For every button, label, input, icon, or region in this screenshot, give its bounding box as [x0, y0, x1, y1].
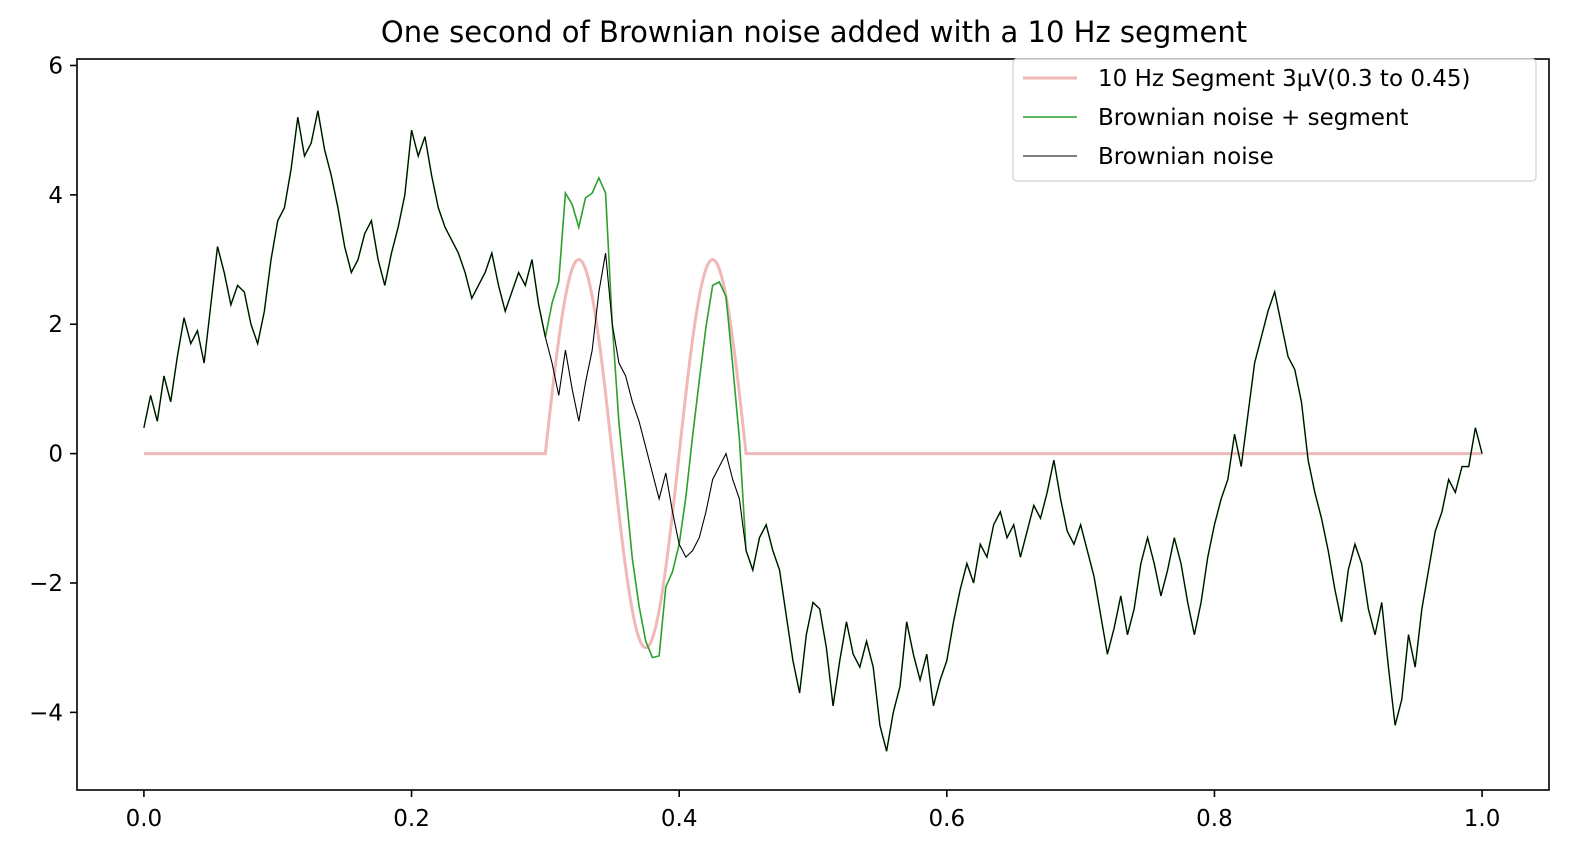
legend-entry-noise-plus-segment-label: Brownian noise + segment: [1098, 105, 1409, 131]
y-tick-label: −4: [29, 700, 63, 726]
x-tick-label: 0.6: [929, 806, 966, 832]
x-tick-label: 0.0: [126, 806, 163, 832]
y-tick-label: −2: [29, 571, 63, 597]
plot-frame: [76, 58, 1550, 791]
x-tick-label: 1.0: [1464, 806, 1501, 832]
chart-title: One second of Brownian noise added with …: [381, 15, 1247, 49]
axes: 0.0 0.2 0.4 0.6 0.8 1.0 −4 −2 0 2 4 6: [29, 53, 1550, 832]
legend: 10 Hz Segment 3μV(0.3 to 0.45) Brownian n…: [1012, 58, 1537, 182]
x-tick-label: 0.4: [661, 806, 698, 832]
x-tick-label: 0.2: [393, 806, 430, 832]
segment-series-line: [143, 257, 1483, 650]
y-tick-label: 4: [48, 183, 63, 209]
brownian-noise-series-line: [143, 110, 1483, 752]
y-tick-label: 2: [48, 312, 63, 338]
x-tick-label: 0.8: [1196, 806, 1233, 832]
y-tick-label: 0: [48, 442, 63, 468]
plot-series: [143, 110, 1483, 752]
legend-entry-brownian-noise-label: Brownian noise: [1098, 144, 1274, 170]
legend-entry-segment-label: 10 Hz Segment 3μV(0.3 to 0.45): [1098, 66, 1471, 92]
y-tick-label: 6: [48, 53, 63, 79]
legend-box: [1012, 58, 1537, 182]
